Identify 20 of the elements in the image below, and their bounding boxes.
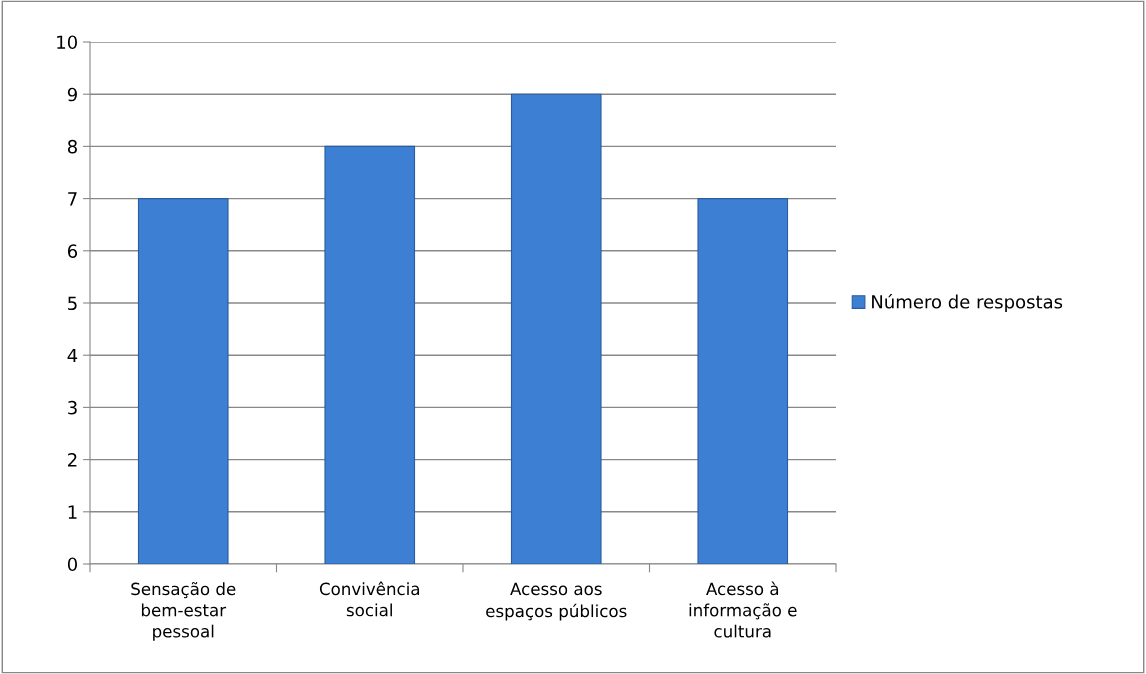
bar xyxy=(137,198,229,564)
x-tick-label: Sensação de bem-estar pessoal xyxy=(131,582,236,641)
y-tick-label: 6 xyxy=(67,244,78,258)
y-tick-label: 3 xyxy=(68,400,77,415)
y-tick-label: 10 xyxy=(57,35,77,50)
y-tick-label: 4 xyxy=(67,348,78,363)
x-tick-label: Acesso à informação e cultura xyxy=(689,581,797,638)
x-tick-label: Acesso aos espaços públicos xyxy=(486,582,627,621)
x-tick-label: Convivência social xyxy=(319,581,420,617)
y-tick-label: 9 xyxy=(67,87,77,102)
bar xyxy=(324,145,416,564)
bar xyxy=(510,93,602,564)
y-tick-label: 7 xyxy=(68,192,77,206)
y-tick-label: 8 xyxy=(67,139,77,154)
legend-label: Número de respostas xyxy=(872,293,1063,313)
y-tick-label: 5 xyxy=(68,296,77,311)
y-tick-label: 2 xyxy=(68,453,77,467)
y-tick-label: 1 xyxy=(68,505,77,519)
bar xyxy=(697,198,789,564)
y-tick-label: 0 xyxy=(67,557,77,572)
